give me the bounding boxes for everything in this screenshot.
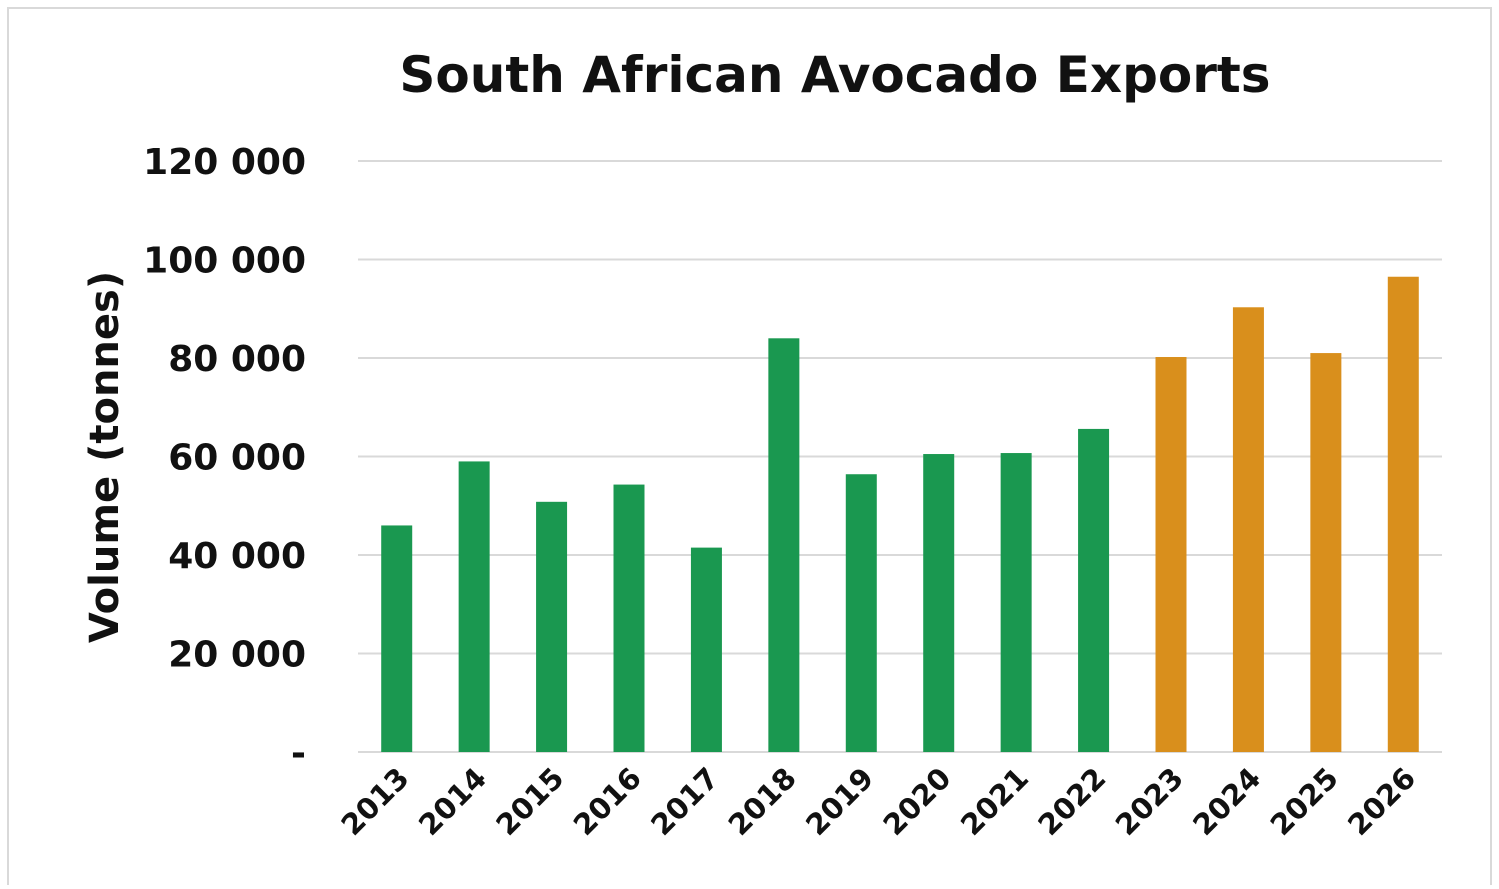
bar-2026	[1387, 276, 1419, 752]
bar-2021	[1000, 453, 1032, 752]
bar-2016	[613, 484, 645, 752]
bar-2023	[1155, 357, 1187, 752]
y-axis-title: Volume (tonnes)	[82, 271, 128, 643]
bar-2013	[381, 525, 413, 752]
bar-2015	[536, 501, 568, 752]
bar-2020	[923, 454, 955, 752]
bar-2024	[1232, 307, 1264, 752]
y-tick-label: 60 000	[168, 438, 306, 479]
bar-2017	[690, 547, 722, 752]
bar-2019	[845, 474, 877, 752]
y-tick-label: 40 000	[168, 536, 306, 577]
bar-2022	[1078, 428, 1110, 752]
bar-2014	[458, 461, 490, 752]
y-tick-label: 80 000	[168, 339, 306, 380]
bar-2018	[768, 338, 800, 752]
y-tick-label: 120 000	[143, 142, 306, 183]
bars	[381, 276, 1419, 752]
bar-2025	[1310, 353, 1342, 752]
y-tick-label: 100 000	[143, 241, 306, 282]
y-tick-label: 20 000	[168, 635, 306, 676]
chart-title: South African Avocado Exports	[399, 46, 1270, 104]
y-tick-label: -	[291, 733, 306, 774]
y-tick-labels: - 20 000 40 000 60 000 80 000 100 000 120 000	[143, 142, 306, 774]
